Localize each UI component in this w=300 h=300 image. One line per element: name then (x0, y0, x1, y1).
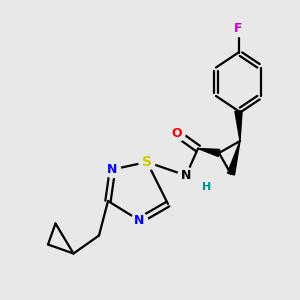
Circle shape (178, 167, 194, 184)
Polygon shape (227, 141, 240, 175)
Circle shape (104, 161, 121, 178)
Text: N: N (134, 214, 145, 227)
Text: S: S (142, 155, 152, 169)
Polygon shape (235, 111, 242, 141)
Polygon shape (198, 148, 220, 157)
Text: H: H (202, 182, 211, 193)
Text: O: O (172, 127, 182, 140)
Circle shape (131, 212, 148, 229)
Text: N: N (181, 169, 191, 182)
Text: N: N (107, 163, 118, 176)
Circle shape (139, 154, 155, 170)
Circle shape (169, 125, 185, 142)
Circle shape (230, 20, 247, 37)
Text: F: F (234, 22, 243, 35)
